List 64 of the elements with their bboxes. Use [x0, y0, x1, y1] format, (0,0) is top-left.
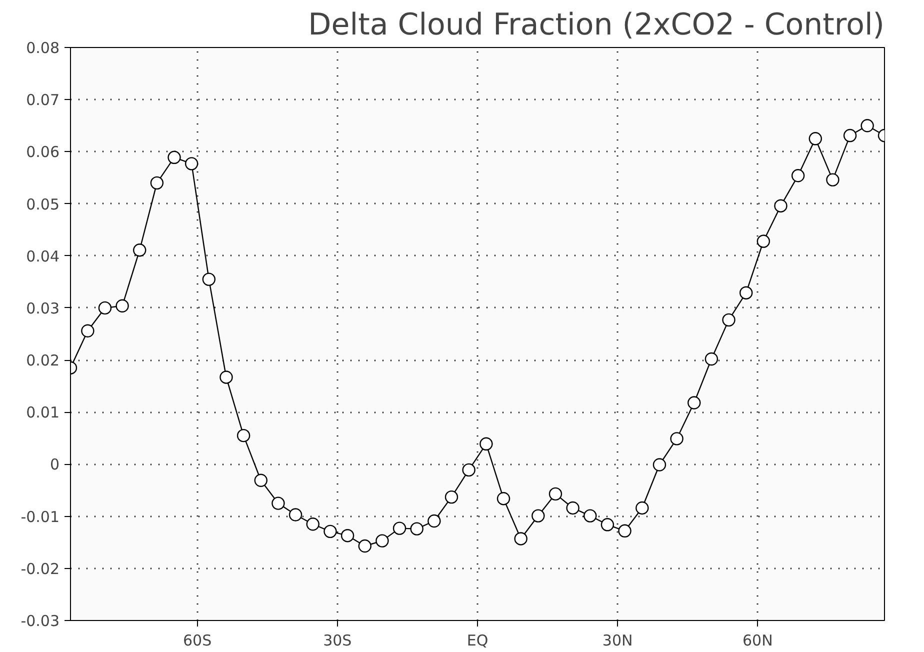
point — [600, 518, 614, 532]
y-tick-label: -0.03 — [20, 612, 60, 630]
point — [324, 524, 337, 538]
point — [480, 437, 493, 450]
point — [392, 522, 406, 535]
point — [532, 509, 545, 522]
point — [202, 272, 216, 286]
y-tick-label: 0.07 — [26, 91, 60, 110]
y-tick-label: 0.02 — [26, 352, 60, 370]
point — [168, 150, 181, 164]
point — [826, 173, 840, 186]
point — [428, 514, 441, 528]
y-tick-label: 0 — [50, 456, 60, 474]
point — [236, 428, 250, 442]
point — [652, 458, 666, 472]
point — [566, 501, 580, 515]
y-tick-label: 0.03 — [26, 299, 60, 318]
x-tick-label: 60S — [183, 632, 212, 650]
point — [584, 509, 597, 522]
point — [791, 169, 805, 182]
point — [340, 529, 354, 542]
point — [288, 508, 302, 522]
point — [860, 119, 874, 132]
x-tick-label: 30N — [602, 632, 633, 650]
y-tick-label: 0.01 — [26, 404, 60, 422]
point — [220, 370, 233, 384]
point — [272, 496, 285, 510]
point — [670, 432, 684, 446]
x-tick-label: 30S — [323, 632, 352, 650]
point — [81, 324, 94, 338]
point — [410, 522, 424, 536]
point — [133, 244, 146, 257]
y-tick-label: 0.04 — [26, 247, 60, 266]
point — [444, 490, 458, 504]
point — [496, 492, 510, 506]
point — [462, 463, 476, 477]
point — [618, 524, 632, 538]
point — [306, 518, 320, 531]
point — [150, 176, 164, 190]
point — [688, 396, 701, 410]
point — [116, 299, 129, 312]
x-tick-label: EQ — [466, 632, 488, 650]
point — [756, 234, 770, 248]
point — [722, 313, 736, 327]
y-tick-label: 0.06 — [26, 143, 60, 162]
point — [843, 128, 857, 142]
chart-title: Delta Cloud Fraction (2xCO2 - Control) — [308, 8, 884, 42]
point — [184, 157, 198, 170]
y-tick-label: 0.08 — [26, 39, 60, 57]
point — [739, 286, 753, 300]
point — [98, 301, 112, 315]
y-tick-label: 0.05 — [26, 195, 60, 214]
x-tick-label: 60N — [742, 632, 773, 650]
point — [358, 539, 372, 553]
point — [548, 487, 562, 501]
point — [376, 534, 389, 548]
y-tick-label: -0.01 — [20, 508, 60, 526]
y-tick-label: -0.02 — [20, 560, 60, 578]
point — [636, 501, 649, 515]
point — [704, 352, 718, 366]
point — [514, 532, 528, 546]
point — [808, 132, 822, 146]
point — [774, 199, 788, 212]
point — [254, 474, 268, 487]
